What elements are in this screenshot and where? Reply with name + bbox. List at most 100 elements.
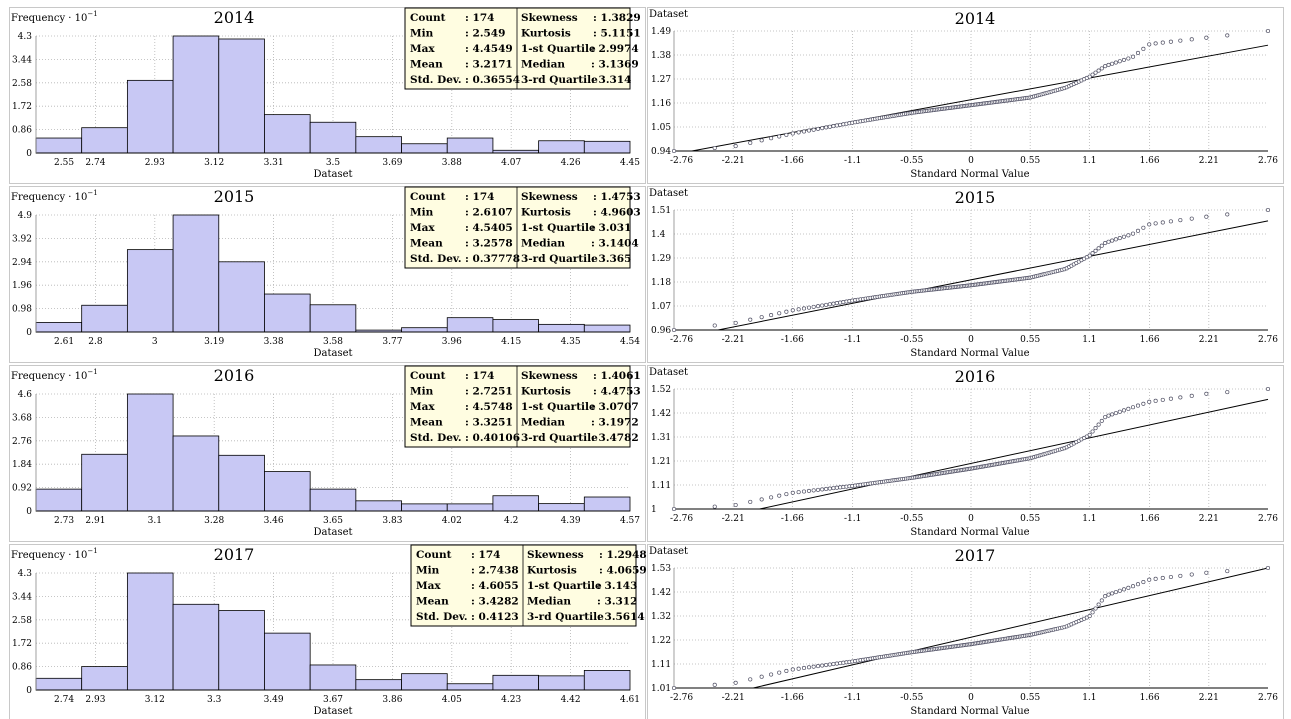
reference-line [689,44,1269,151]
qq-point [733,680,738,685]
qq-point [811,127,816,132]
qq-point [1099,598,1104,603]
y-tick-label: 3.44 [12,55,32,65]
qq-point [1147,42,1152,47]
stat-label: Count [410,370,446,382]
qq-point [1087,74,1092,79]
qq-point [1126,233,1131,238]
qq-point [1099,66,1104,71]
qq-title: 2015 [955,188,996,207]
histogram-bar [264,114,311,154]
y-tick-label: 1.72 [12,102,32,112]
qq-point [1093,606,1098,611]
reference-line [715,220,1269,330]
qq-point [1225,33,1230,38]
stat-value: : 3.4782 [591,432,639,444]
qq-point [1126,406,1131,411]
qq-point [1153,221,1158,226]
y-tick-label: 1.32 [651,612,671,622]
y-tick-label: 1.01 [651,684,671,694]
y-tick-label: 0.98 [12,305,32,315]
stat-label: Mean [416,596,449,608]
histogram-bar [583,140,631,154]
qq-point [1204,570,1209,575]
y-tick-label: 1.84 [12,460,32,470]
stat-label: Count [410,191,446,203]
qq-point [1147,399,1152,404]
y-tick-label: 1.11 [651,481,671,491]
qq-point [1135,403,1141,408]
qq-point [671,506,677,512]
qq-point [748,499,753,504]
qq-point [1090,429,1095,434]
reference-line-group [715,220,1269,330]
x-tick-label: 4.42 [561,695,581,705]
x-tick-label: 3.46 [264,516,284,526]
normal-probability-panel: Dataset 2017 1.01 1.11 1.22 1.32 1.42 1.53 -2.76… [647,544,1284,719]
histogram-bar [401,503,448,512]
x-tick-label: 2.76 [1258,156,1278,166]
qq-point [759,497,764,502]
qq-point [1110,61,1115,66]
y-title-exponent: −1 [87,368,97,376]
year-row-2016: Frequency · 10−1 2016 0 0.92 1.84 2.76 3.68 4.6… [9,365,1284,542]
x-tick-label: 1.66 [1140,156,1160,166]
x-tick-label: -2.76 [670,335,693,345]
qq-point [748,317,753,322]
histogram-x-title: Dataset [313,706,352,717]
x-tick-label: 2.55 [54,158,74,168]
qq-point [777,134,782,139]
y-tick-label: 3.68 [12,413,32,423]
qq-point [806,665,812,670]
x-tick-label: 3.86 [382,695,402,705]
qq-point [1130,54,1136,59]
x-tick-label: -0.55 [900,693,923,703]
qq-point [1103,64,1108,69]
qq-point [759,674,764,679]
x-tick-label: 4.61 [620,695,640,705]
stat-label: Skewness [521,191,578,203]
x-tick-label: -1.66 [781,156,804,166]
stat-value: : 3.0707 [591,401,639,413]
qq-point [1096,246,1101,251]
qq-point [1153,576,1158,581]
stat-value: : 1.4753 [593,191,641,203]
y-tick-label: 1.22 [651,636,671,646]
stat-value: : 4.9603 [593,207,641,219]
x-tick-label: 4.05 [442,695,462,705]
x-tick-label: 3.65 [323,516,343,526]
qq-point [1130,405,1136,410]
qq-point [671,327,677,333]
qq-point [824,662,829,668]
histogram-title: 2015 [214,187,255,206]
stat-label: Count [410,12,446,24]
x-tick-label: -0.55 [900,156,923,166]
qq-y-title: Dataset [649,546,688,557]
qq-point [1106,239,1111,244]
qq-point [824,125,829,130]
x-tick-label: 2.91 [85,516,105,526]
qq-point [1160,220,1165,225]
x-tick-label: 0 [968,156,974,166]
qq-point [1093,70,1098,75]
stat-label: 1-st Quartile [527,580,602,592]
histogram-bar [309,304,357,333]
x-tick-label: 3.88 [442,158,462,168]
y-tick-label: 1.11 [651,660,671,670]
qq-point [1189,216,1194,221]
qq-point [790,308,795,313]
stat-label: Median [527,596,571,608]
histogram-bar [492,674,540,691]
histogram-bar [583,496,631,512]
histogram-y-title: Frequency · 10−1 [11,189,98,203]
x-tick-label: 0 [968,335,974,345]
stat-value: : 3.2171 [465,59,513,71]
y-tick-label: 0 [26,149,32,159]
x-tick-label: 3.83 [382,516,402,526]
qq-point [1225,569,1230,574]
stat-label: 3-rd Quartile [521,432,598,444]
qq-point [820,487,825,492]
qq-point [827,662,832,667]
qq-point [1113,590,1118,595]
x-tick-label: -1.66 [781,514,804,524]
